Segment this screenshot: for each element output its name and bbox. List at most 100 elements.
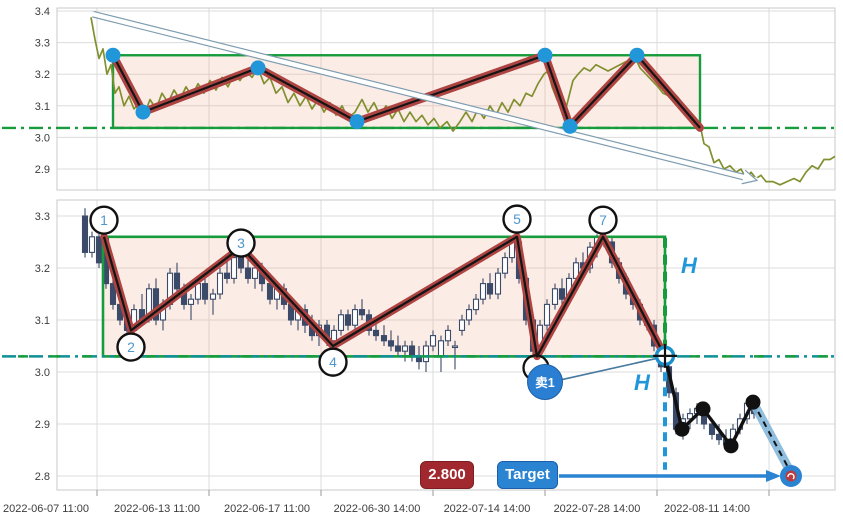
trend-arrow-core [92,11,758,184]
swing-dot [695,401,711,417]
y-axis-label: 3.3 [35,38,50,50]
candle-up [330,329,338,342]
pattern-box-top [111,54,702,130]
target-arrowhead-icon [766,470,781,482]
pivot-dot [629,47,645,63]
candle-up [437,340,445,357]
candle-up [422,345,430,363]
pivot-dot [537,47,553,63]
candle-up [472,298,480,311]
pivot-circle[interactable] [226,228,256,258]
candle-up [543,303,551,326]
candle-down [380,335,388,342]
candle-down [344,314,352,326]
pivot-circle[interactable] [588,205,618,235]
candle-down [387,340,395,347]
trend-arrowhead-icon [741,169,759,185]
pivot-dot [349,114,365,130]
pivot-number: 2 [127,339,135,355]
candle-up [686,413,694,420]
sell-signal-badge[interactable]: 卖1 [527,364,563,400]
candle-down [81,215,89,253]
candle-up [194,283,202,300]
target-price-badge[interactable]: 2.800 [420,461,474,489]
candle-up [444,329,452,342]
candle-up [216,272,224,295]
pattern-height-label-lower: H [634,370,650,395]
pivot-number: 3 [237,235,245,251]
x-axis-label: 2022-06-13 11:00 [114,503,200,515]
candle-up [187,298,195,305]
y-axis-label: 3.0 [35,132,50,144]
candle-down [558,288,566,300]
candle-down [394,345,402,352]
pivot-number: 7 [599,212,607,228]
pivot-dot [250,60,266,76]
swing-dot [745,394,761,410]
pivot-dot [135,104,151,120]
y-axis-label: 3.1 [35,315,50,327]
zigzag-inner-bottom [102,235,667,358]
candle-down [152,288,160,321]
projection-dash [752,401,792,474]
candle-up [494,272,502,295]
y-axis-label: 3.0 [35,367,50,379]
pivot-number: 5 [513,211,521,227]
pivot-circle[interactable] [116,332,146,362]
candle-up [458,319,466,331]
x-axis-label: 2022-07-28 14:00 [554,503,641,515]
target-point-swirl [787,473,795,480]
candle-up [429,335,437,347]
candle-down [201,283,209,300]
x-axis-label: 2022-06-17 11:00 [224,503,310,515]
pivot-circle[interactable] [89,205,119,235]
candle-down [358,309,366,316]
y-axis-label: 3.4 [35,6,50,18]
swing-dot [723,438,739,454]
y-axis-label: 3.1 [35,101,50,113]
candle-down [486,283,494,295]
x-axis-label: 2022-06-30 14:00 [334,503,421,515]
target-label-badge[interactable]: Target [497,461,558,489]
y-axis-label: 2.9 [35,419,50,431]
candle-down [95,236,103,264]
candle-up [351,309,359,326]
pivot-number: 4 [329,354,337,370]
target-point-center [785,470,797,482]
y-axis-label: 3.2 [35,69,50,81]
pivot-dot [105,47,121,63]
candle-down [372,329,380,337]
pivot-dot [562,118,578,134]
candle-up [401,345,409,352]
pivot-circle[interactable] [502,204,532,234]
panel-border [56,199,836,491]
candle-up [501,257,509,274]
sell-connector-line [560,356,662,381]
candle-up [465,309,473,321]
zigzag-inner-top [112,54,701,129]
panel-border [56,7,836,191]
candle-down [223,272,231,279]
candle-down [109,283,117,305]
candle-up [88,236,96,253]
x-axis-label: 2022-06-07 11:00 [3,503,89,515]
candle-up [479,283,487,300]
x-axis-label: 2022-07-14 14:00 [444,503,531,515]
pivot-circle[interactable] [318,347,348,377]
y-axis-label: 3.3 [35,211,50,223]
candle-down [408,345,416,357]
pivot-number: 1 [100,212,108,228]
candle-up [451,345,459,349]
y-axis-label: 2.9 [35,164,50,176]
y-axis-label: 2.8 [35,471,50,483]
candle-up [209,293,217,300]
candle-down [173,272,181,290]
x-axis-label: 2022-08-11 14:00 [664,503,750,515]
trend-arrow-edge [93,10,749,176]
swing-dot [674,421,690,437]
candle-down [244,267,252,279]
candle-up [230,257,238,279]
candle-down [715,433,723,441]
